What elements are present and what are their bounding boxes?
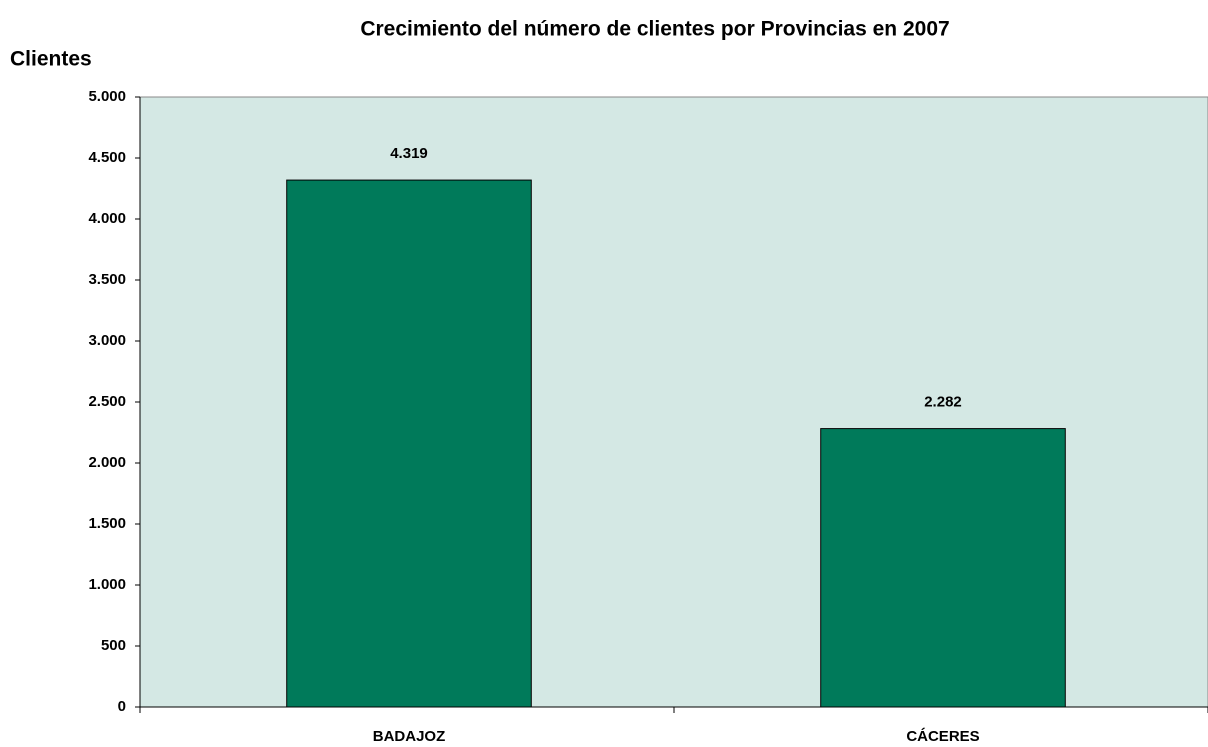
y-tick-label: 2.000 bbox=[88, 454, 126, 471]
bar bbox=[286, 179, 532, 708]
y-tick-label: 2.500 bbox=[88, 393, 126, 410]
data-label: 4.319 bbox=[390, 145, 428, 162]
y-tick-label: 4.000 bbox=[88, 210, 126, 227]
x-tick-label: BADAJOZ bbox=[373, 728, 446, 745]
y-tick-label: 1.000 bbox=[88, 576, 126, 593]
y-tick-label: 3.500 bbox=[88, 271, 126, 288]
y-tick-label: 5.000 bbox=[88, 88, 126, 105]
y-tick-label: 0 bbox=[118, 698, 126, 715]
y-tick-label: 500 bbox=[101, 637, 126, 654]
x-tick-label: CÁCERES bbox=[906, 728, 979, 745]
y-tick-label: 3.000 bbox=[88, 332, 126, 349]
bar bbox=[820, 428, 1066, 708]
y-tick-label: 4.500 bbox=[88, 149, 126, 166]
y-axis-title: Clientes bbox=[10, 48, 92, 71]
chart-title: Crecimiento del número de clientes por P… bbox=[360, 18, 949, 41]
data-label: 2.282 bbox=[924, 394, 962, 411]
y-tick-label: 1.500 bbox=[88, 515, 126, 532]
